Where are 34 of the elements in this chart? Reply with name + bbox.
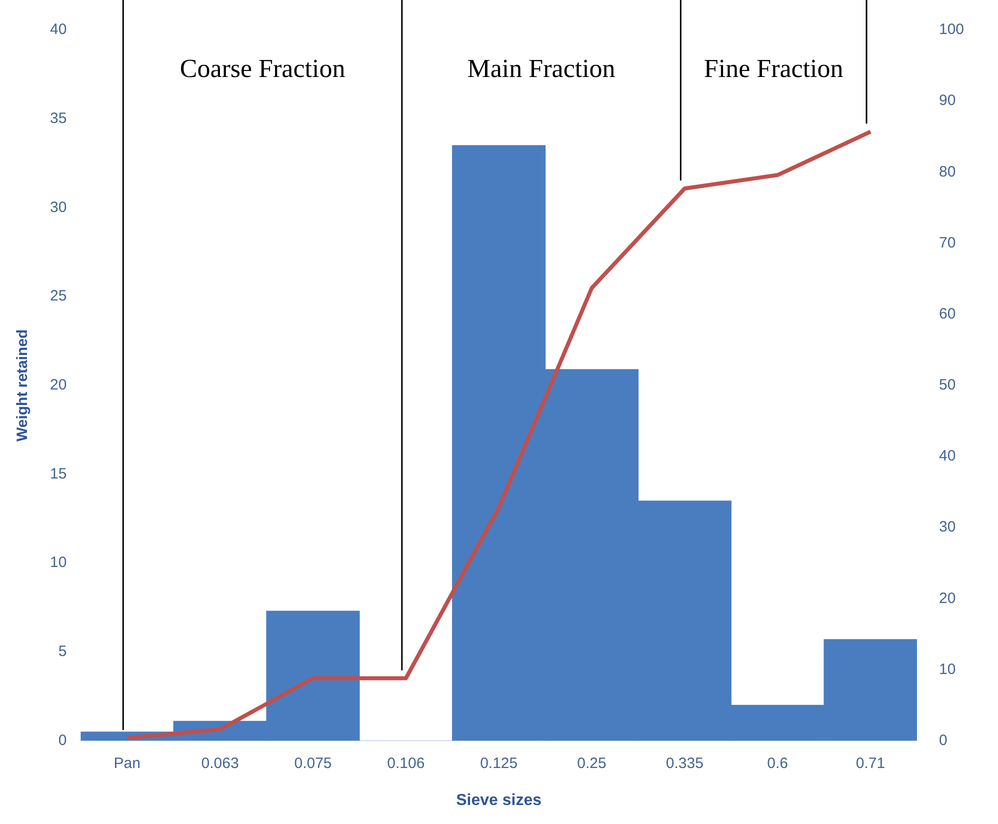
y-tick-label: 20 (50, 376, 67, 394)
x-tick-label: 0.335 (666, 754, 704, 772)
y-tick-label: 0 (58, 732, 67, 749)
y2-tick-label: 0 (938, 732, 948, 749)
y-tick-label: 10 (50, 554, 67, 572)
y2-tick-label: 80 (938, 163, 956, 180)
y2-tick-label: 90 (938, 92, 956, 110)
y-tick-label: 15 (50, 465, 67, 482)
y-tick-label: 30 (50, 198, 67, 216)
y2-tick-label: 10 (938, 660, 956, 678)
y2-tick-label: 100 (938, 21, 964, 38)
y2-tick-label: 30 (938, 518, 956, 536)
annotation: Coarse Fraction (180, 54, 346, 83)
y-tick-label: 5 (58, 643, 67, 660)
annotation: Main Fraction (467, 54, 616, 83)
y-tick-label: 25 (50, 288, 67, 305)
y-tick-label: 40 (50, 21, 67, 38)
y2-tick-label: 40 (938, 448, 956, 465)
y2-tick-label: 70 (938, 234, 956, 252)
y2-tick-label: 20 (938, 590, 956, 607)
x-tick-label: 0.125 (480, 754, 518, 772)
x-axis-title: Sieve sizes (456, 792, 542, 809)
x-tick-label: 0.25 (577, 754, 606, 772)
x-tick-label: 0.063 (201, 754, 239, 772)
annotation: Fine Fraction (704, 54, 844, 83)
x-tick-label: 0.106 (387, 754, 425, 772)
x-tick-label: 0.71 (856, 754, 886, 772)
x-tick-label: Pan (114, 754, 140, 772)
y2-tick-label: 50 (938, 376, 956, 394)
x-tick-label: 0.6 (767, 754, 788, 772)
y-axis-title: Weight retained (14, 329, 32, 442)
y-tick-label: 35 (50, 110, 67, 127)
x-tick-label: 0.075 (294, 754, 332, 772)
y2-tick-label: 60 (938, 305, 956, 322)
